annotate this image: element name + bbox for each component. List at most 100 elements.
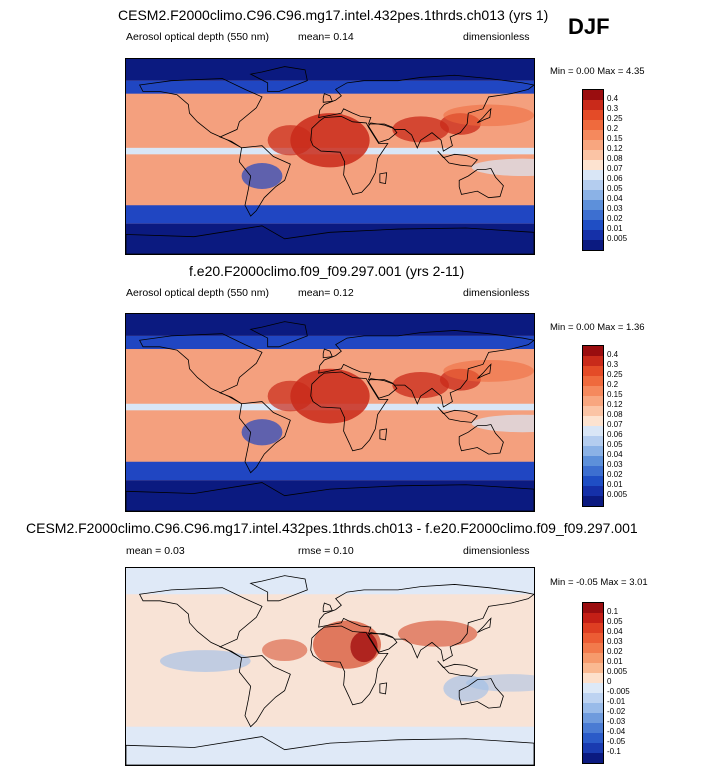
coastline-greenland xyxy=(249,66,308,92)
colorbar-swatch xyxy=(583,406,603,416)
colorbar-swatch xyxy=(583,446,603,456)
panel3-rmse-label: rmse = 0.10 xyxy=(298,545,354,557)
colorbar-swatch xyxy=(583,693,603,703)
south-america-low xyxy=(241,163,283,189)
colorbar-tick-label: 0.01 xyxy=(607,224,623,233)
colorbar-tick-label: 0.2 xyxy=(607,380,619,389)
colorbar-swatch xyxy=(583,623,603,633)
colorbar-tick-label: 0.02 xyxy=(607,470,623,479)
south-america-low xyxy=(241,419,283,446)
antarctic-band xyxy=(126,480,534,511)
diff-antarctic-band xyxy=(126,726,534,765)
colorbar-tick-label: 0.06 xyxy=(607,174,623,183)
atlantic-dust-blob xyxy=(267,380,313,412)
colorbar-swatch xyxy=(583,486,603,496)
pacific-plume-blob xyxy=(443,104,534,127)
coastline-arabia xyxy=(368,378,398,399)
colorbar-tick-label: 0.12 xyxy=(607,144,623,153)
coastline-japan xyxy=(477,617,492,633)
colorbar-tick-label: 0.04 xyxy=(607,627,623,636)
colorbar-swatch xyxy=(583,180,603,190)
coastline-south-america xyxy=(238,401,291,474)
colorbar-tick-label: 0.03 xyxy=(607,637,623,646)
panel2-units-label: dimensionless xyxy=(463,287,530,299)
southern-ocean-band xyxy=(126,461,534,481)
coastline-south-america xyxy=(238,145,291,217)
pacific-plume-blob xyxy=(443,359,534,382)
colorbar-tick-label: 0.005 xyxy=(607,490,628,499)
colorbar-tick-label: -0.01 xyxy=(607,697,626,706)
colorbar-swatch xyxy=(583,200,603,210)
colorbar-swatch xyxy=(583,653,603,663)
colorbar-tick-label: 0.03 xyxy=(607,460,623,469)
colorbar-tick-label: 0.15 xyxy=(607,390,623,399)
colorbar-tick-label: 0.01 xyxy=(607,657,623,666)
coastline-north-america xyxy=(138,587,263,659)
colorbar-tick-label: 0.03 xyxy=(607,204,623,213)
colorbar-swatch xyxy=(583,436,603,446)
colorbar-tick-label: 0.01 xyxy=(607,480,623,489)
coastline-indonesia xyxy=(437,406,479,423)
coastline-antarctica xyxy=(126,482,534,511)
colorbar-swatch xyxy=(583,100,603,110)
coastline-greenland xyxy=(249,321,308,348)
colorbar-tick-label: -0.04 xyxy=(607,727,626,736)
colorbar-tick-label: 0.04 xyxy=(607,194,623,203)
south-asia-blob xyxy=(392,372,449,399)
panel2-colorbar xyxy=(582,345,604,507)
southern-ocean-band xyxy=(126,205,534,224)
diff-epac-blob xyxy=(160,650,251,672)
season-label: DJF xyxy=(568,14,610,39)
colorbar-swatch xyxy=(583,753,603,763)
colorbar-swatch xyxy=(583,733,603,743)
colorbar-tick-label: 0.05 xyxy=(607,440,623,449)
colorbar-swatch xyxy=(583,190,603,200)
colorbar-tick-label: 0.08 xyxy=(607,154,623,163)
colorbar-swatch xyxy=(583,476,603,486)
coastline-north-america xyxy=(138,78,263,149)
coastline-japan xyxy=(477,107,492,124)
colorbar-swatch xyxy=(583,613,603,623)
colorbar-swatch xyxy=(583,663,603,673)
panel2-mean-label: mean= 0.12 xyxy=(298,287,354,299)
colorbar-swatch xyxy=(583,140,603,150)
colorbar-tick-label: 0.02 xyxy=(607,647,623,656)
panel1-map xyxy=(125,58,535,255)
panel3-units-label: dimensionless xyxy=(463,545,530,557)
sahara-dust-blob xyxy=(290,368,370,424)
colorbar-swatch xyxy=(583,120,603,130)
south-pacific-low xyxy=(471,158,534,176)
coastline-africa xyxy=(310,116,389,195)
colorbar-swatch xyxy=(583,90,603,100)
diff-spac-blob xyxy=(466,674,534,692)
colorbar-swatch xyxy=(583,633,603,643)
colorbar-swatch xyxy=(583,160,603,170)
colorbar-swatch xyxy=(583,743,603,753)
south-pacific-low xyxy=(471,414,534,433)
colorbar-tick-label: 0 xyxy=(607,677,612,686)
panel3-minmax: Min = -0.05 Max = 3.01 xyxy=(550,577,648,588)
diff-sahara-core xyxy=(350,631,378,663)
panel3-title: CESM2.F2000climo.C96.C96.mg17.intel.432p… xyxy=(26,520,638,536)
colorbar-tick-label: 0.06 xyxy=(607,430,623,439)
coastline-europe-asia xyxy=(318,74,534,152)
colorbar-swatch xyxy=(583,150,603,160)
coastline-indonesia xyxy=(437,150,479,167)
colorbar-swatch xyxy=(583,643,603,653)
panel3-colorbar xyxy=(582,602,604,764)
coastline-antarctica xyxy=(126,225,534,254)
panel1-title: CESM2.F2000climo.C96.C96.mg17.intel.432p… xyxy=(118,7,549,23)
coastline-arabia xyxy=(368,122,398,143)
colorbar-tick-label: 0.07 xyxy=(607,164,623,173)
panel2-title: f.e20.F2000climo.f09_f09.297.001 (yrs 2-… xyxy=(189,263,465,279)
colorbar-swatch xyxy=(583,466,603,476)
colorbar-swatch xyxy=(583,346,603,356)
atlantic-dust-blob xyxy=(267,125,313,156)
coastline-madagascar xyxy=(379,682,388,695)
colorbar-tick-label: 0.4 xyxy=(607,94,619,103)
panel2-minmax: Min = 0.00 Max = 1.36 xyxy=(550,322,645,333)
colorbar-tick-label: 0.08 xyxy=(607,410,623,419)
colorbar-tick-label: -0.005 xyxy=(607,687,630,696)
coastline-japan xyxy=(477,363,492,379)
south-asia-blob xyxy=(392,116,449,143)
